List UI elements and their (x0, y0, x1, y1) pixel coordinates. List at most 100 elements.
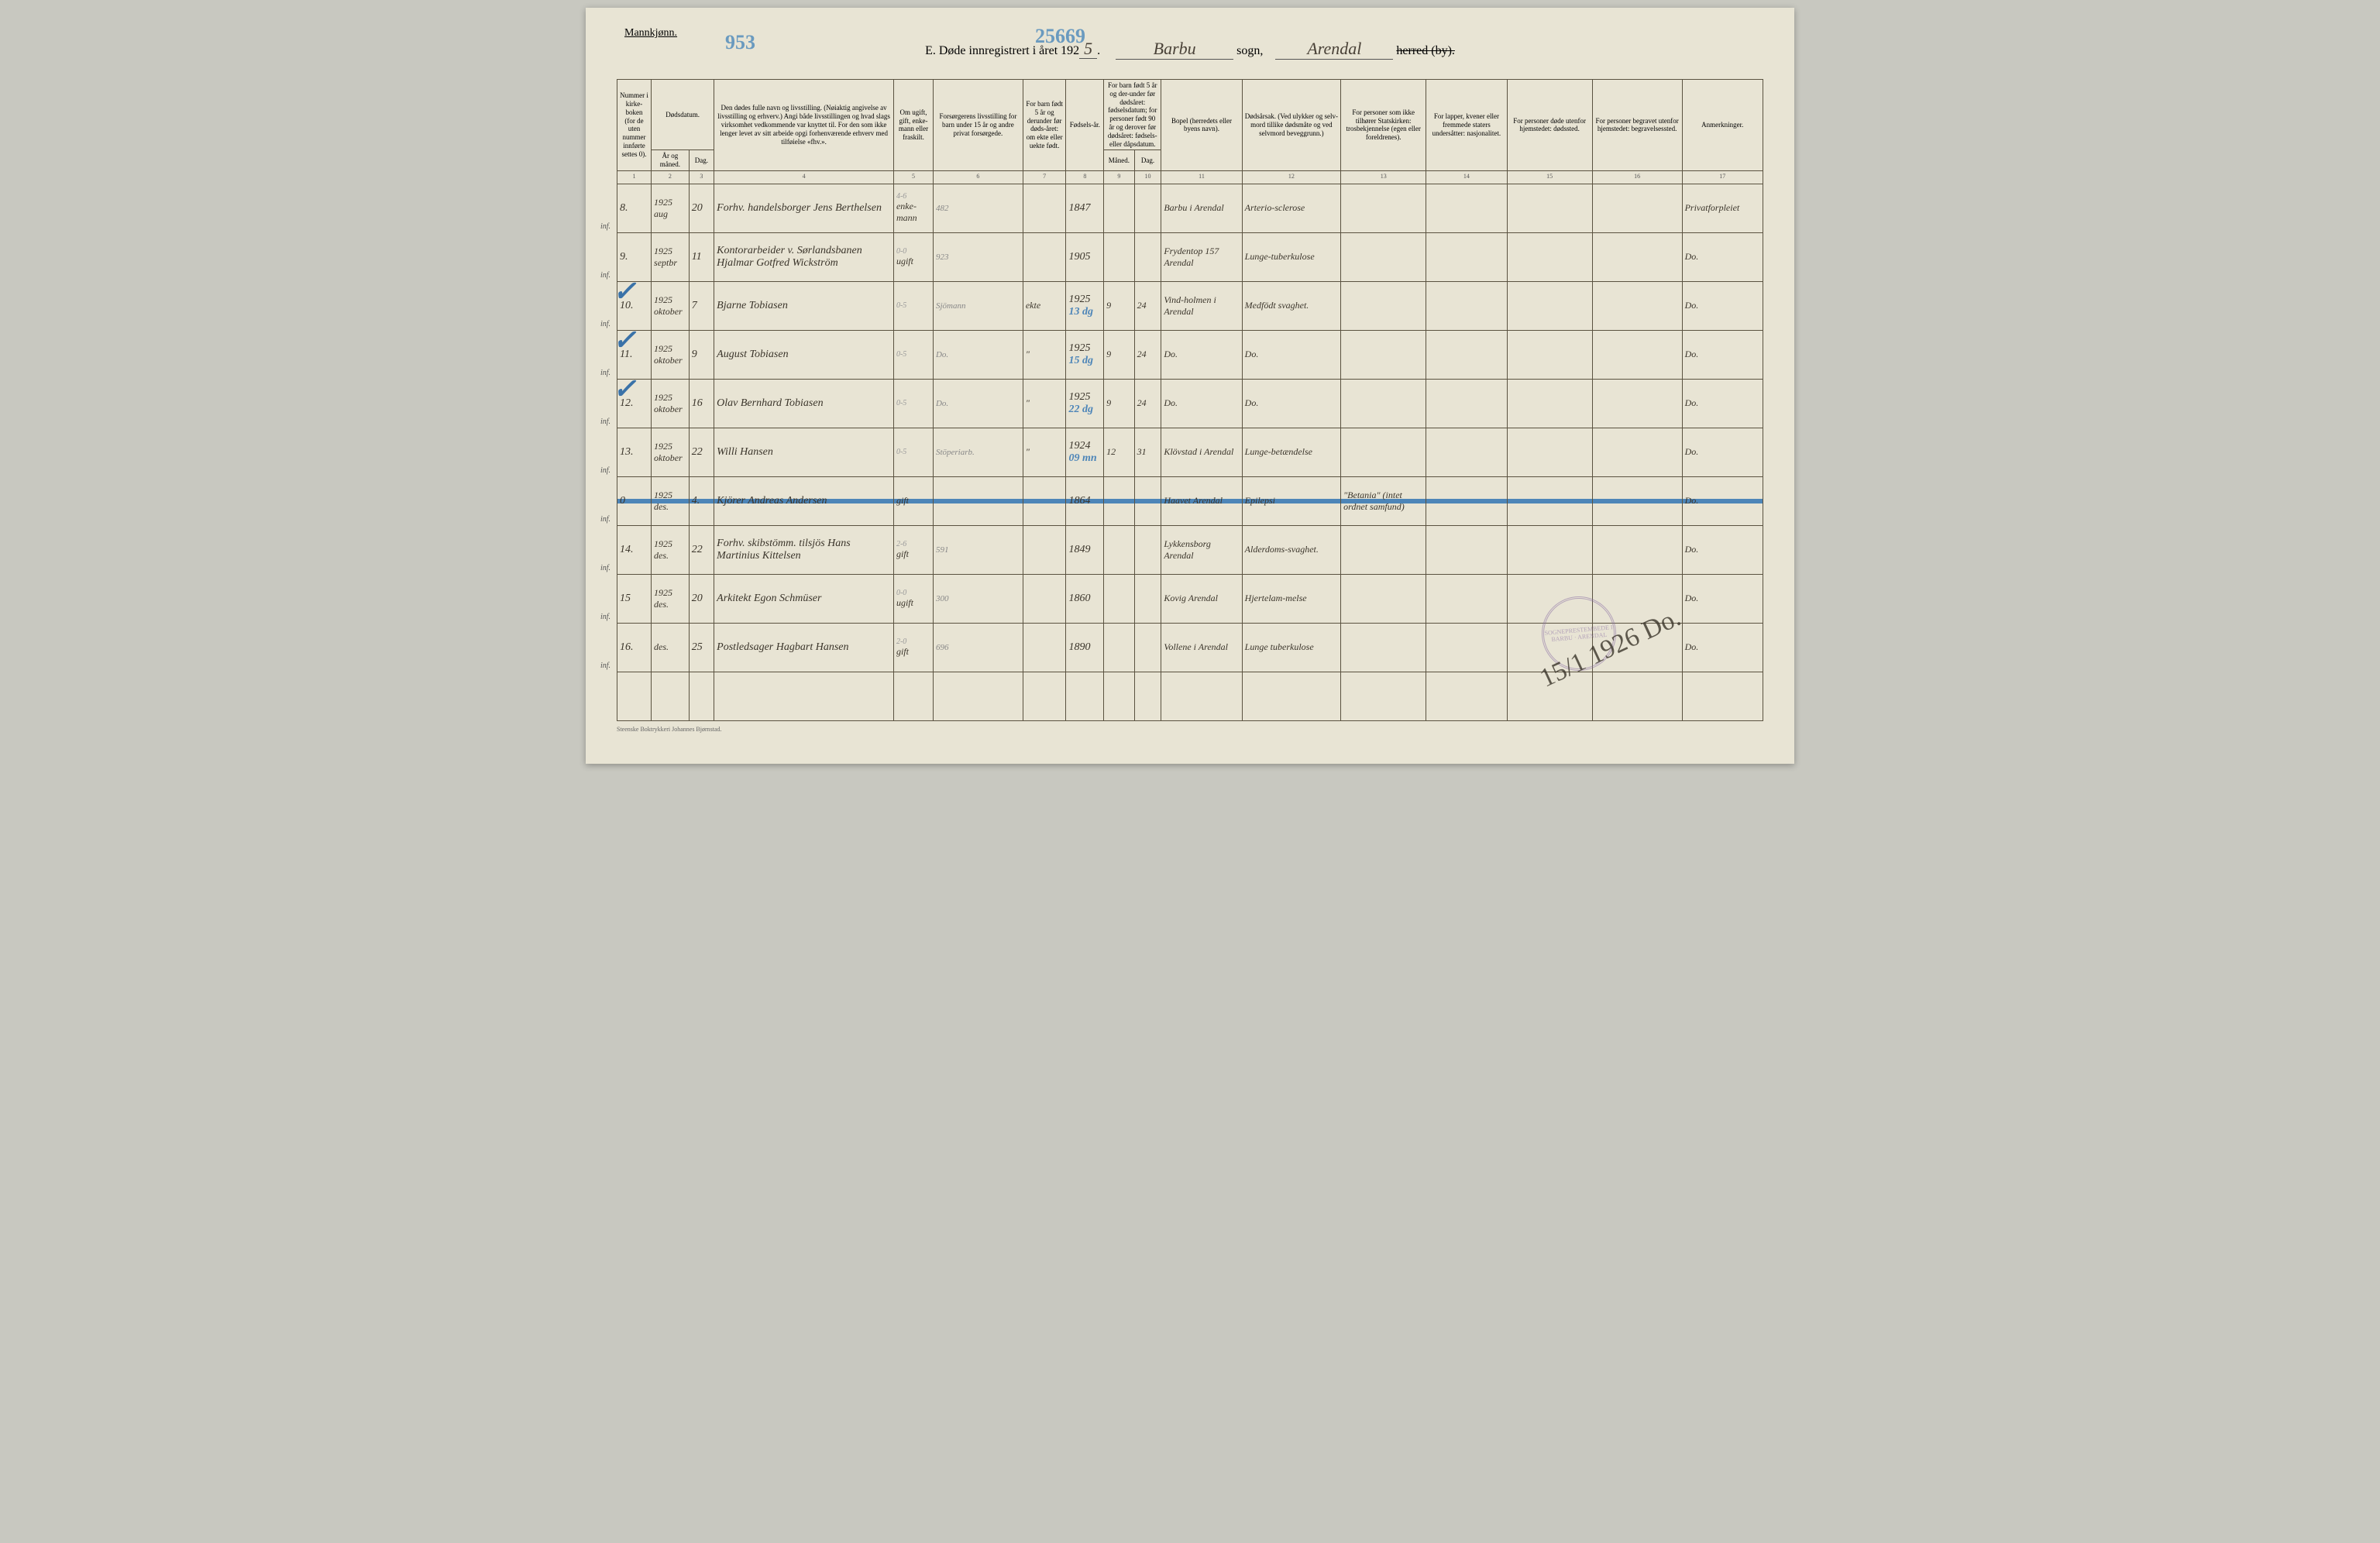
table-cell: 4-6enke- mann (893, 184, 933, 232)
table-cell (1341, 281, 1426, 330)
table-cell: 1925 oktober (652, 330, 690, 379)
table-cell (1104, 476, 1134, 525)
table-cell: 8.inf. (617, 184, 652, 232)
table-cell: 1860 (1066, 574, 1104, 623)
table-cell: 12.inf.✓ (617, 379, 652, 428)
table-cell: Sjömann (933, 281, 1023, 330)
table-cell: 25 (689, 623, 714, 672)
colnum: 3 (689, 170, 714, 184)
col-header-5: Om ugift, gift, enke-mann eller fraskilt… (893, 80, 933, 171)
table-cell: Do. (1682, 379, 1763, 428)
table-cell: Do. (1682, 574, 1763, 623)
table-cell (1426, 281, 1507, 330)
table-cell (933, 672, 1023, 720)
table-cell (1426, 184, 1507, 232)
table-cell (1134, 623, 1161, 672)
col-header-17: Anmerkninger. (1682, 80, 1763, 171)
table-cell (1592, 428, 1682, 476)
table-cell (1341, 184, 1426, 232)
table-cell: Arkitekt Egon Schmüser (714, 574, 894, 623)
table-cell (1023, 232, 1066, 281)
table-cell: 591 (933, 525, 1023, 574)
colnum: 2 (652, 170, 690, 184)
table-cell (1023, 525, 1066, 574)
table-cell (1507, 281, 1592, 330)
table-cell: 300 (933, 574, 1023, 623)
table-cell (1134, 184, 1161, 232)
table-cell: Do. (933, 379, 1023, 428)
table-cell: 15inf. (617, 574, 652, 623)
colnum: 1 (617, 170, 652, 184)
table-cell (1104, 623, 1134, 672)
table-cell: Stöperiarb. (933, 428, 1023, 476)
colnum: 15 (1507, 170, 1592, 184)
table-cell: 22 (689, 428, 714, 476)
table-cell: " (1023, 330, 1066, 379)
table-cell (1023, 184, 1066, 232)
table-cell: 16.inf. (617, 623, 652, 672)
table-cell (1023, 476, 1066, 525)
table-cell (1341, 623, 1426, 672)
col-header-4: Den dødes fulle navn og livsstilling. (N… (714, 80, 894, 171)
table-cell: " (1023, 379, 1066, 428)
table-row: 10.inf.✓1925 oktober7Bjarne Tobiasen0-5S… (617, 281, 1763, 330)
table-cell: Epilepsi (1242, 476, 1340, 525)
table-cell: Do. (1682, 623, 1763, 672)
table-cell (1134, 525, 1161, 574)
header-sogn-label: sogn, (1236, 44, 1263, 57)
table-cell (1023, 672, 1066, 720)
colnum: 8 (1066, 170, 1104, 184)
table-cell: 1864 (1066, 476, 1104, 525)
colnum: 5 (893, 170, 933, 184)
table-head: Nummer i kirke-boken (for de uten nummer… (617, 80, 1763, 184)
table-cell: 1849 (1066, 525, 1104, 574)
table-cell (1592, 476, 1682, 525)
colnum: 6 (933, 170, 1023, 184)
table-cell (1426, 330, 1507, 379)
table-cell (1341, 574, 1426, 623)
table-cell: " (1023, 428, 1066, 476)
table-cell: Forhv. skibstömm. tilsjös Hans Martinius… (714, 525, 894, 574)
table-cell (1426, 232, 1507, 281)
table-cell: Klövstad i Arendal (1161, 428, 1242, 476)
table-cell: 0-5 (893, 379, 933, 428)
table-cell (714, 672, 894, 720)
table-cell: 2-0gift (893, 623, 933, 672)
table-cell (652, 672, 690, 720)
table-cell: Olav Bernhard Tobiasen (714, 379, 894, 428)
table-cell (1104, 672, 1134, 720)
col-header-15: For personer døde utenfor hjemstedet: dø… (1507, 80, 1592, 171)
table-cell (1341, 232, 1426, 281)
table-cell (1161, 672, 1242, 720)
table-cell (1341, 379, 1426, 428)
table-cell: 1925 septbr (652, 232, 690, 281)
table-cell (1592, 232, 1682, 281)
table-cell: Lykkensborg Arendal (1161, 525, 1242, 574)
col-header-9a: Måned. (1104, 150, 1134, 171)
table-cell: 14.inf. (617, 525, 652, 574)
table-cell: 10.inf.✓ (617, 281, 652, 330)
table-cell: Do. (1682, 330, 1763, 379)
table-cell: Do. (1682, 428, 1763, 476)
table-cell: ekte (1023, 281, 1066, 330)
table-cell: Do. (933, 330, 1023, 379)
table-cell: 20 (689, 184, 714, 232)
table-cell (1592, 281, 1682, 330)
table-cell: 24 (1134, 281, 1161, 330)
table-cell: 923 (933, 232, 1023, 281)
table-cell: 0-0ugift (893, 232, 933, 281)
table-cell: Barbu i Arendal (1161, 184, 1242, 232)
table-cell (1426, 476, 1507, 525)
table-cell (1507, 330, 1592, 379)
colnum: 12 (1242, 170, 1340, 184)
table-cell (1066, 672, 1104, 720)
table-cell: 1925 aug (652, 184, 690, 232)
table-cell: 1925 oktober (652, 379, 690, 428)
table-cell (689, 672, 714, 720)
table-cell (1023, 574, 1066, 623)
table-row: 11.inf.✓1925 oktober9August Tobiasen0-5D… (617, 330, 1763, 379)
table-cell: 1925 oktober (652, 281, 690, 330)
table-cell: 9 (1104, 281, 1134, 330)
table-cell (1592, 330, 1682, 379)
table-cell: Do. (1682, 525, 1763, 574)
